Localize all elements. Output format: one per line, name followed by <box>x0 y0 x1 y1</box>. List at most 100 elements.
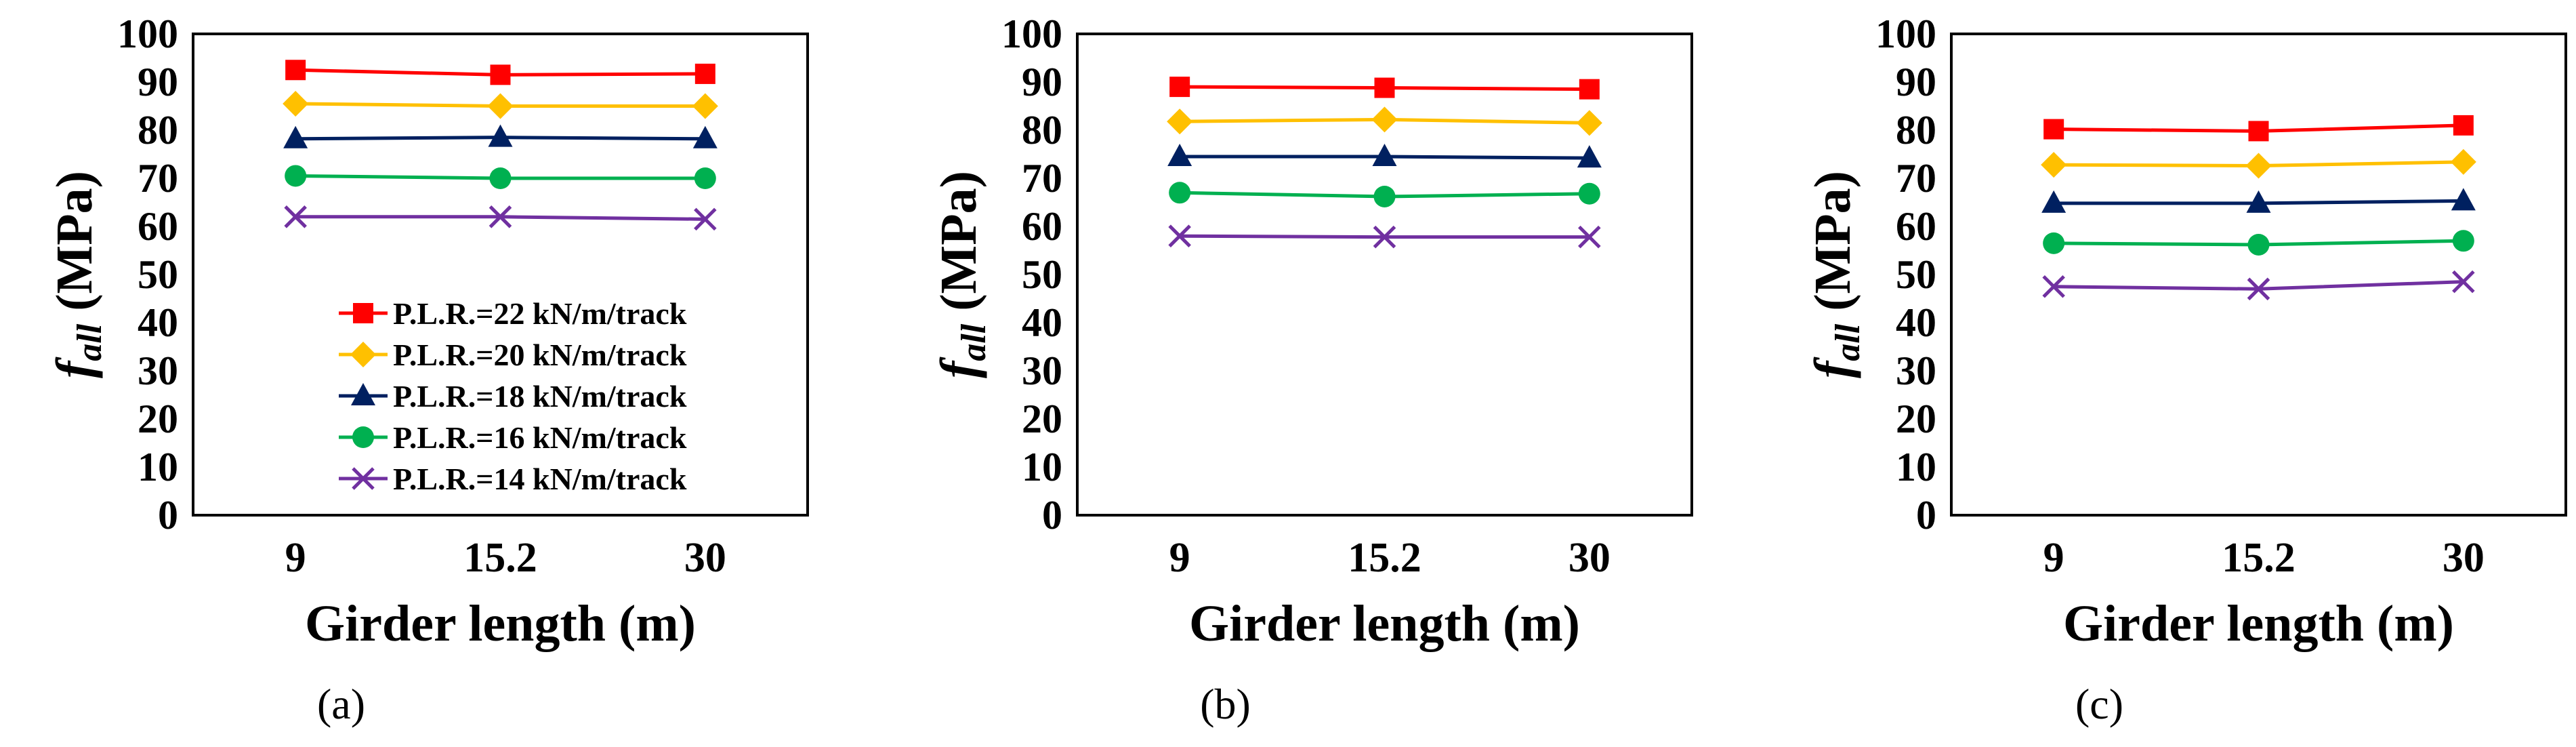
data-point <box>489 167 512 189</box>
y-tick-label: 20 <box>138 397 178 441</box>
y-tick-label: 30 <box>1022 348 1062 393</box>
y-tick-label: 80 <box>1896 108 1936 153</box>
data-point <box>283 90 309 117</box>
y-axis-title: fall (MPa) <box>46 171 109 378</box>
data-point <box>694 207 717 231</box>
data-point <box>1576 110 1602 136</box>
x-tick-label: 30 <box>1569 535 1611 581</box>
y-tick-label: 70 <box>1896 156 1936 201</box>
x-marker-stroke <box>489 205 512 228</box>
data-point <box>1372 144 1397 167</box>
data-point <box>1578 182 1600 205</box>
data-point <box>1169 77 1190 98</box>
y-tick-label: 80 <box>138 108 178 153</box>
panel-label: (a) <box>317 680 365 728</box>
y-axis-title-unit: (MPa) <box>46 171 103 324</box>
data-point <box>285 165 307 187</box>
data-point <box>2452 270 2475 294</box>
x-marker-stroke <box>694 207 717 231</box>
y-tick-label: 40 <box>138 300 178 345</box>
data-point <box>2450 148 2476 175</box>
series-P.L.R.=16 kN/m/track <box>285 165 716 189</box>
y-tick-label: 0 <box>158 493 178 538</box>
x-tick-label: 9 <box>2043 535 2064 581</box>
y-tick-label: 40 <box>1022 300 1062 345</box>
data-point <box>1169 182 1191 204</box>
data-point <box>284 205 307 228</box>
legend-swatch-marker <box>350 342 376 367</box>
series-P.L.R.=14 kN/m/track <box>2042 270 2475 301</box>
y-tick-label: 10 <box>1022 445 1062 489</box>
x-marker-stroke <box>2452 270 2475 294</box>
plot-area-border <box>1076 33 1693 517</box>
y-tick-label: 60 <box>138 204 178 249</box>
data-point <box>694 167 716 189</box>
data-point <box>1167 108 1193 135</box>
series-P.L.R.=16 kN/m/track <box>1169 182 1600 207</box>
y-tick-label: 100 <box>117 12 178 56</box>
legend-swatch-marker <box>352 426 374 448</box>
y-axis-title-unit: (MPa) <box>930 171 987 324</box>
y-tick-label: 50 <box>1022 252 1062 297</box>
legend-label: P.L.R.=14 kN/m/track <box>393 462 687 496</box>
y-tick-label: 90 <box>1022 60 1062 104</box>
x-tick-label: 9 <box>1169 535 1190 581</box>
data-point <box>2247 233 2270 256</box>
data-point <box>283 125 308 148</box>
series-P.L.R.=18 kN/m/track <box>2041 188 2476 213</box>
x-axis-title: Girder length (m) <box>2063 595 2454 652</box>
series-P.L.R.=14 kN/m/track <box>284 205 717 231</box>
panel-label: (b) <box>1200 680 1251 728</box>
data-point <box>2452 230 2474 252</box>
data-point <box>1373 185 1396 207</box>
legend-item: P.L.R.=20 kN/m/track <box>339 338 687 372</box>
y-tick-label: 20 <box>1896 397 1936 441</box>
y-axis-title-unit: (MPa) <box>1804 171 1861 324</box>
data-point <box>1373 225 1396 249</box>
data-point <box>490 64 511 85</box>
legend-swatch-marker <box>351 383 375 405</box>
data-point <box>2041 152 2067 178</box>
data-point <box>2041 190 2066 213</box>
legend-swatch-marker <box>353 303 373 323</box>
x-tick-label: 30 <box>684 535 726 581</box>
legend-label: P.L.R.=16 kN/m/track <box>393 420 687 455</box>
x-axis-title: Girder length (m) <box>1189 595 1580 652</box>
y-tick-label: 60 <box>1022 204 1062 249</box>
data-point <box>2043 119 2064 140</box>
series-P.L.R.=20 kN/m/track <box>2041 148 2476 179</box>
data-point <box>487 93 514 119</box>
legend-label: P.L.R.=20 kN/m/track <box>393 338 687 372</box>
legend-item: P.L.R.=16 kN/m/track <box>339 420 687 455</box>
series-P.L.R.=16 kN/m/track <box>2043 230 2474 256</box>
y-tick-label: 50 <box>138 252 178 297</box>
series-P.L.R.=14 kN/m/track <box>1168 224 1601 249</box>
data-point <box>2245 153 2272 179</box>
y-tick-label: 0 <box>1042 493 1062 538</box>
x-marker-stroke <box>284 205 307 228</box>
plot-area-border <box>1950 33 2567 517</box>
series-P.L.R.=20 kN/m/track <box>1167 106 1602 136</box>
y-tick-label: 0 <box>1916 493 1936 538</box>
y-tick-label: 100 <box>1001 12 1062 56</box>
data-point <box>2453 115 2474 136</box>
x-tick-label: 15.2 <box>463 535 537 581</box>
y-tick-label: 100 <box>1875 12 1936 56</box>
legend-item: P.L.R.=14 kN/m/track <box>339 462 687 496</box>
data-point <box>2042 275 2065 298</box>
y-tick-label: 80 <box>1022 108 1062 153</box>
y-tick-label: 10 <box>1896 445 1936 489</box>
x-marker-stroke <box>1373 225 1396 249</box>
panel-label: (c) <box>2075 680 2123 728</box>
y-tick-label: 50 <box>1896 252 1936 297</box>
y-tick-label: 70 <box>1022 156 1062 201</box>
data-point <box>1374 77 1395 98</box>
y-tick-label: 90 <box>1896 60 1936 104</box>
legend-label: P.L.R.=22 kN/m/track <box>393 296 687 331</box>
data-point <box>285 60 306 81</box>
legend: P.L.R.=22 kN/m/track P.L.R.=20 kN/m/track… <box>339 296 687 496</box>
y-tick-label: 10 <box>138 445 178 489</box>
series-P.L.R.=18 kN/m/track <box>283 124 718 148</box>
